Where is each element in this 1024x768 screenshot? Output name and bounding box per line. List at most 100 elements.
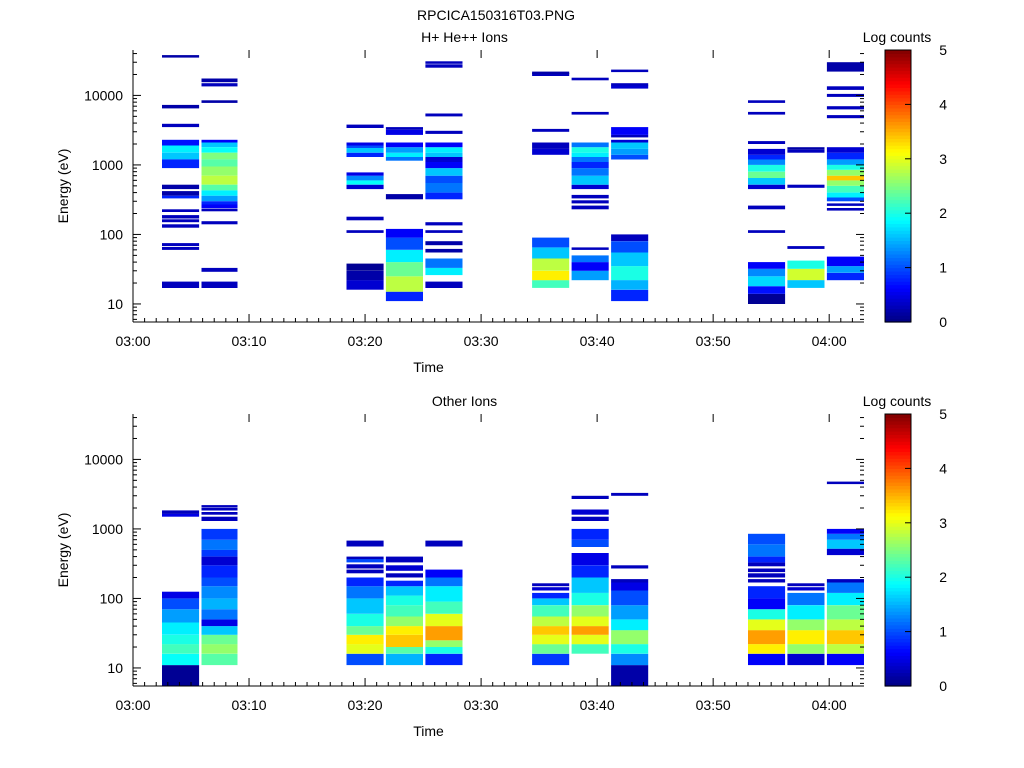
spectrogram-cell (201, 195, 238, 202)
spectrogram-cell (826, 62, 864, 72)
spectrogram-cell (571, 205, 609, 210)
colorbar-swatch (885, 186, 911, 190)
spectrogram-cell (425, 601, 463, 614)
spectrogram-cell (385, 653, 423, 666)
spectrogram-cell (826, 169, 864, 176)
spectrogram-cell (826, 548, 864, 556)
spectrogram-cell (162, 123, 200, 128)
spectrogram-cell (787, 644, 825, 654)
time-column (162, 55, 200, 288)
spectrogram-cell (826, 582, 864, 593)
spectrogram-cell (826, 197, 864, 202)
spectrogram-cell (571, 592, 609, 606)
spectrogram-cell (162, 281, 200, 288)
spectrogram-cell (346, 280, 384, 290)
colorbar-tick-label: 5 (939, 406, 947, 422)
x-tick-label: 03:10 (232, 697, 267, 713)
spectrogram-cell (201, 175, 238, 185)
colorbar-swatch (885, 284, 911, 289)
time-column (611, 69, 649, 302)
x-tick-label: 03:50 (696, 697, 731, 713)
spectrogram-cell (826, 592, 864, 606)
spectrogram-cell (571, 495, 609, 499)
spectrogram-cell (162, 510, 200, 514)
spectrogram-cell (201, 267, 238, 272)
spectrogram-cell (425, 241, 463, 246)
spectrogram-cell (532, 653, 570, 666)
spectrogram-cell (346, 598, 384, 614)
spectrogram-cell (425, 258, 463, 268)
colorbar-swatch (885, 621, 911, 626)
colorbar-swatch (885, 550, 911, 554)
spectrogram-cell (532, 626, 570, 635)
spectrogram-cell (571, 528, 609, 540)
spectrogram-cell (162, 247, 200, 250)
spectrogram-cell (532, 237, 570, 248)
spectrogram-cell (425, 183, 463, 193)
colorbar-swatch (885, 152, 911, 156)
spectrogram-cell (201, 281, 238, 288)
colorbar-swatch (885, 522, 911, 527)
spectrogram-cell (611, 83, 649, 86)
spectrogram-cell (826, 185, 864, 193)
spectrogram-cell (425, 175, 463, 183)
spectrogram-cell (425, 613, 463, 627)
spectrogram-cell (826, 203, 864, 206)
colorbar-tick-label: 3 (939, 515, 947, 531)
colorbar-swatch (885, 519, 911, 524)
spectrogram-cell (201, 204, 238, 209)
colorbar-swatch (885, 645, 911, 650)
spectrogram-cell (385, 565, 423, 571)
colorbar-swatch (885, 655, 911, 660)
spectrogram-cell (532, 598, 570, 606)
figure-title: RPCICA150316T03.PNG (417, 7, 575, 23)
spectrogram-cell (532, 587, 570, 591)
spectrogram-cell (385, 586, 423, 596)
colorbar-swatch (885, 107, 911, 112)
spectrogram-cell (748, 171, 786, 178)
spectrogram-cell (201, 78, 238, 83)
time-column (787, 147, 825, 288)
spectrogram-cell (346, 230, 384, 233)
colorbar-swatch (885, 420, 911, 425)
colorbar-swatch (885, 648, 911, 653)
spectrogram-cell (346, 556, 384, 560)
colorbar-swatch (885, 277, 911, 282)
spectrogram-cell (571, 644, 609, 654)
spectrogram-cell (826, 175, 864, 181)
spectrogram-cell (787, 149, 825, 153)
spectrogram-cell (532, 73, 570, 76)
spectrogram-cell (201, 142, 238, 148)
colorbar-swatch (885, 556, 911, 561)
colorbar-swatch (885, 669, 911, 673)
spectrogram-cell (346, 142, 384, 146)
colorbar-swatch (885, 471, 911, 476)
spectrogram-cell (826, 115, 864, 119)
spectrogram-cell (787, 605, 825, 620)
spectrogram-cell (571, 539, 609, 547)
spectrogram-cell (346, 216, 384, 221)
colorbar-swatch (885, 539, 911, 544)
colorbar-swatch (885, 87, 911, 92)
colorbar-swatch (885, 563, 911, 568)
colorbar-swatch (885, 114, 911, 119)
spectrogram-cell (425, 230, 463, 233)
colorbar-swatch (885, 652, 911, 656)
spectrogram-cell (748, 619, 786, 631)
spectrogram-cell (787, 280, 825, 288)
time-column (748, 533, 786, 666)
spectrogram-cell (201, 184, 238, 191)
colorbar-swatch (885, 573, 911, 578)
colorbar-swatch (885, 509, 911, 514)
spectrogram-cell (611, 653, 649, 666)
spectrogram-cell (425, 267, 463, 276)
spectrogram-cell (571, 509, 609, 515)
colorbar-swatch (885, 641, 911, 646)
time-column (532, 583, 570, 666)
spectrogram-cell (611, 127, 649, 135)
colorbar-swatch (885, 465, 911, 469)
colorbar-swatch (885, 111, 911, 116)
spectrogram-cell (385, 142, 423, 148)
spectrogram-cell (571, 247, 609, 250)
colorbar-swatch (885, 488, 911, 493)
